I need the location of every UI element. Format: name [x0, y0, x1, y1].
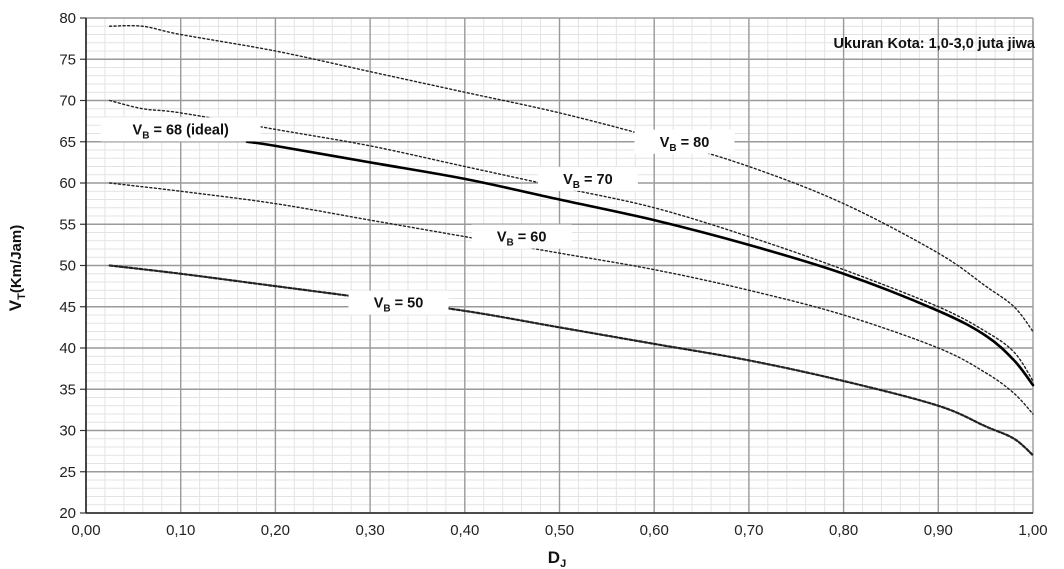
series-label-bg — [348, 290, 449, 315]
y-tick-label: 20 — [59, 505, 76, 522]
series-line-3 — [108, 182, 1034, 415]
y-tick-label: 60 — [59, 175, 76, 192]
series-label: VB = 68 (ideal) — [133, 122, 229, 141]
series-label: VB = 60 — [497, 230, 547, 249]
x-tick-label: 1,00 — [1018, 522, 1047, 539]
series-label-bg — [634, 129, 735, 154]
y-tick-label: 80 — [59, 10, 76, 27]
series-line-0 — [108, 24, 1034, 333]
grid — [85, 17, 1034, 514]
x-tick-label: 0,30 — [355, 522, 384, 539]
series-label-bg — [471, 224, 572, 249]
y-tick-label: 25 — [59, 464, 76, 481]
y-tick-label: 50 — [59, 258, 76, 275]
series-label: VB = 50 — [374, 296, 424, 315]
series-line-4 — [108, 264, 1035, 457]
y-tick-label: 30 — [59, 423, 76, 440]
y-tick-label: 45 — [59, 299, 76, 316]
series-label: VB = 80 — [660, 135, 710, 154]
axes: 0,00 0,10 0,20 0,30 0,40 0,50 0,60 0,70 0,80 0,90… — [59, 10, 1047, 539]
y-axis-title-main: V — [6, 299, 25, 311]
x-tick-label: 0,10 — [166, 522, 195, 539]
x-tick-label: 0,00 — [71, 522, 100, 539]
series-labels: VB = 80 VB = 70 VB = 68 (ideal) VB = 60 VB =… — [100, 117, 735, 315]
y-tick-label: 65 — [59, 134, 76, 151]
series-label-bg — [100, 117, 261, 142]
x-tick-label: 0,60 — [640, 522, 669, 539]
series-line-2 — [245, 140, 1035, 387]
x-tick-label: 0,50 — [545, 522, 574, 539]
x-tick-label: 0,90 — [924, 522, 953, 539]
y-axis-title: VT(Km/Jam) — [6, 225, 28, 311]
series-lines — [108, 24, 1035, 457]
x-axis-title-sub: J — [560, 558, 566, 569]
chart-annotation: Ukuran Kota: 1,0-3,0 juta jiwa — [834, 36, 1036, 52]
series-label-bg — [537, 166, 638, 191]
y-axis-title-unit: (Km/Jam) — [8, 225, 25, 293]
x-tick-label: 0,70 — [734, 522, 763, 539]
y-tick-label: 35 — [59, 381, 76, 398]
y-axis-title-sub: T — [16, 293, 28, 300]
x-axis-title: DJ — [548, 548, 566, 569]
x-axis-title-main: D — [548, 548, 560, 567]
y-tick-label: 55 — [59, 216, 76, 233]
y-tick-label: 75 — [59, 51, 76, 68]
y-tick-label: 70 — [59, 93, 76, 110]
x-tick-label: 0,20 — [261, 522, 290, 539]
x-tick-label: 0,40 — [450, 522, 479, 539]
y-tick-label: 40 — [59, 340, 76, 357]
series-label: VB = 70 — [563, 172, 613, 191]
x-tick-label: 0,80 — [829, 522, 858, 539]
